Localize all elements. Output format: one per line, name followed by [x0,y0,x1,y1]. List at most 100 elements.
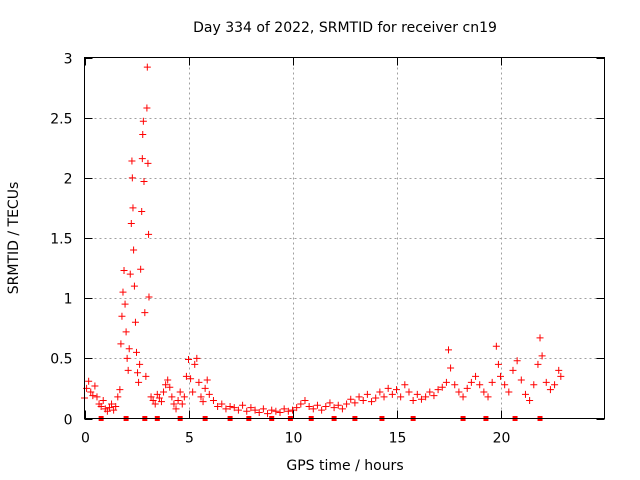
data-point [170,400,178,408]
data-point [172,405,180,413]
data-point [137,265,145,273]
data-point [105,404,113,412]
data-point [417,395,425,403]
data-point [330,404,338,412]
y-tick-label: 1 [64,292,73,308]
data-point [445,346,452,354]
data-point [125,345,133,353]
data-point [338,405,346,413]
data-point [517,376,525,384]
data-point [155,394,163,402]
data-point [536,334,544,342]
data-point [157,398,165,406]
data-point [193,354,201,362]
data-point [492,342,500,350]
data-point [259,405,267,413]
data-point [123,354,131,362]
y-tick-label: 3 [64,52,73,68]
data-point [551,381,559,389]
data-point [209,396,217,404]
data-point [124,366,132,374]
data-point [127,220,135,228]
data-point [521,390,529,398]
axis-ticks [84,57,605,420]
data-point [301,396,309,404]
data-point [203,376,211,384]
data-point [201,384,209,392]
chart-title: Day 334 of 2022, SRMTID for receiver cn1… [193,20,497,36]
data-point [293,404,301,412]
data-point [363,390,371,398]
data-point [117,340,125,348]
data-point [280,405,288,413]
data-point [426,388,434,396]
data-point [122,328,130,336]
data-point [247,404,255,412]
data-point [234,406,242,414]
data-point [145,230,153,238]
data-point [149,396,157,404]
x-tick-labels: 0 5 10 15 20 [81,431,510,447]
data-point [222,405,230,413]
data-point [114,393,122,401]
data-point [276,408,284,416]
data-point [130,246,138,254]
data-point [128,157,136,165]
data-point [143,63,151,71]
data-point [126,270,134,278]
data-points [81,63,565,418]
data-point [463,384,471,392]
data-point [438,383,446,391]
data-point [343,400,351,408]
data-point [501,381,509,389]
data-point [144,159,152,167]
data-point [251,406,259,414]
data-point [108,400,116,408]
data-point [243,407,251,415]
data-point [178,400,186,408]
data-point [380,393,388,401]
data-point [174,396,182,404]
data-point [526,396,534,404]
data-point [182,372,190,380]
data-point [272,407,280,415]
data-point [230,404,238,412]
data-point [459,393,467,401]
x-tick-label: 10 [285,431,303,447]
x-tick-label: 15 [389,431,407,447]
x-tick-label: 20 [493,431,511,447]
data-point [166,383,174,391]
data-point [355,393,363,401]
data-point [116,386,124,394]
data-point [136,360,144,368]
data-point [130,282,138,290]
data-point [347,395,355,403]
data-point [160,388,168,396]
data-point [472,372,480,380]
data-point [99,396,107,404]
data-point [284,407,292,415]
data-point [191,360,199,368]
data-point [494,360,502,368]
data-point [180,393,188,401]
data-point [239,401,247,409]
data-point [218,400,226,408]
data-point [384,384,392,392]
data-point [140,177,148,185]
data-point [141,309,149,317]
data-point [176,388,184,396]
data-point [534,360,542,368]
data-point [538,352,546,360]
data-point [151,400,159,408]
data-point [138,155,146,163]
data-point [268,406,276,414]
data-point [509,366,517,374]
data-point [195,378,203,386]
data-point [368,398,376,406]
data-point [322,402,330,410]
data-point [359,396,367,404]
data-point [326,399,334,407]
data-point [139,117,147,125]
data-point [139,131,147,139]
x-tick-label: 0 [81,431,90,447]
